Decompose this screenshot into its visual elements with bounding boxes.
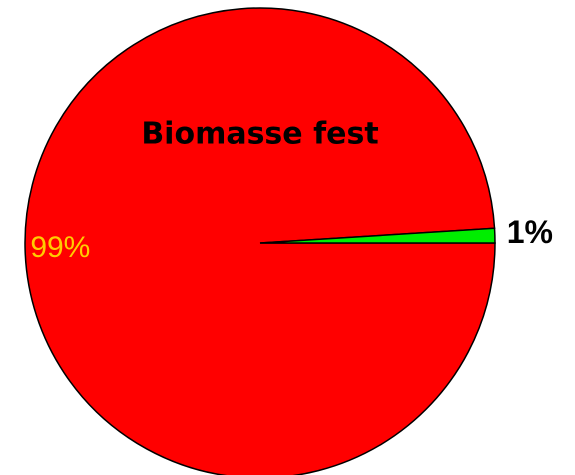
slice-label: 99% bbox=[30, 231, 90, 264]
pie bbox=[24, 7, 496, 475]
chart-title: Biomasse fest bbox=[141, 117, 378, 152]
pie-slice bbox=[259, 227, 496, 244]
pie-slice bbox=[24, 7, 496, 475]
slice-label: 1% bbox=[507, 214, 553, 250]
